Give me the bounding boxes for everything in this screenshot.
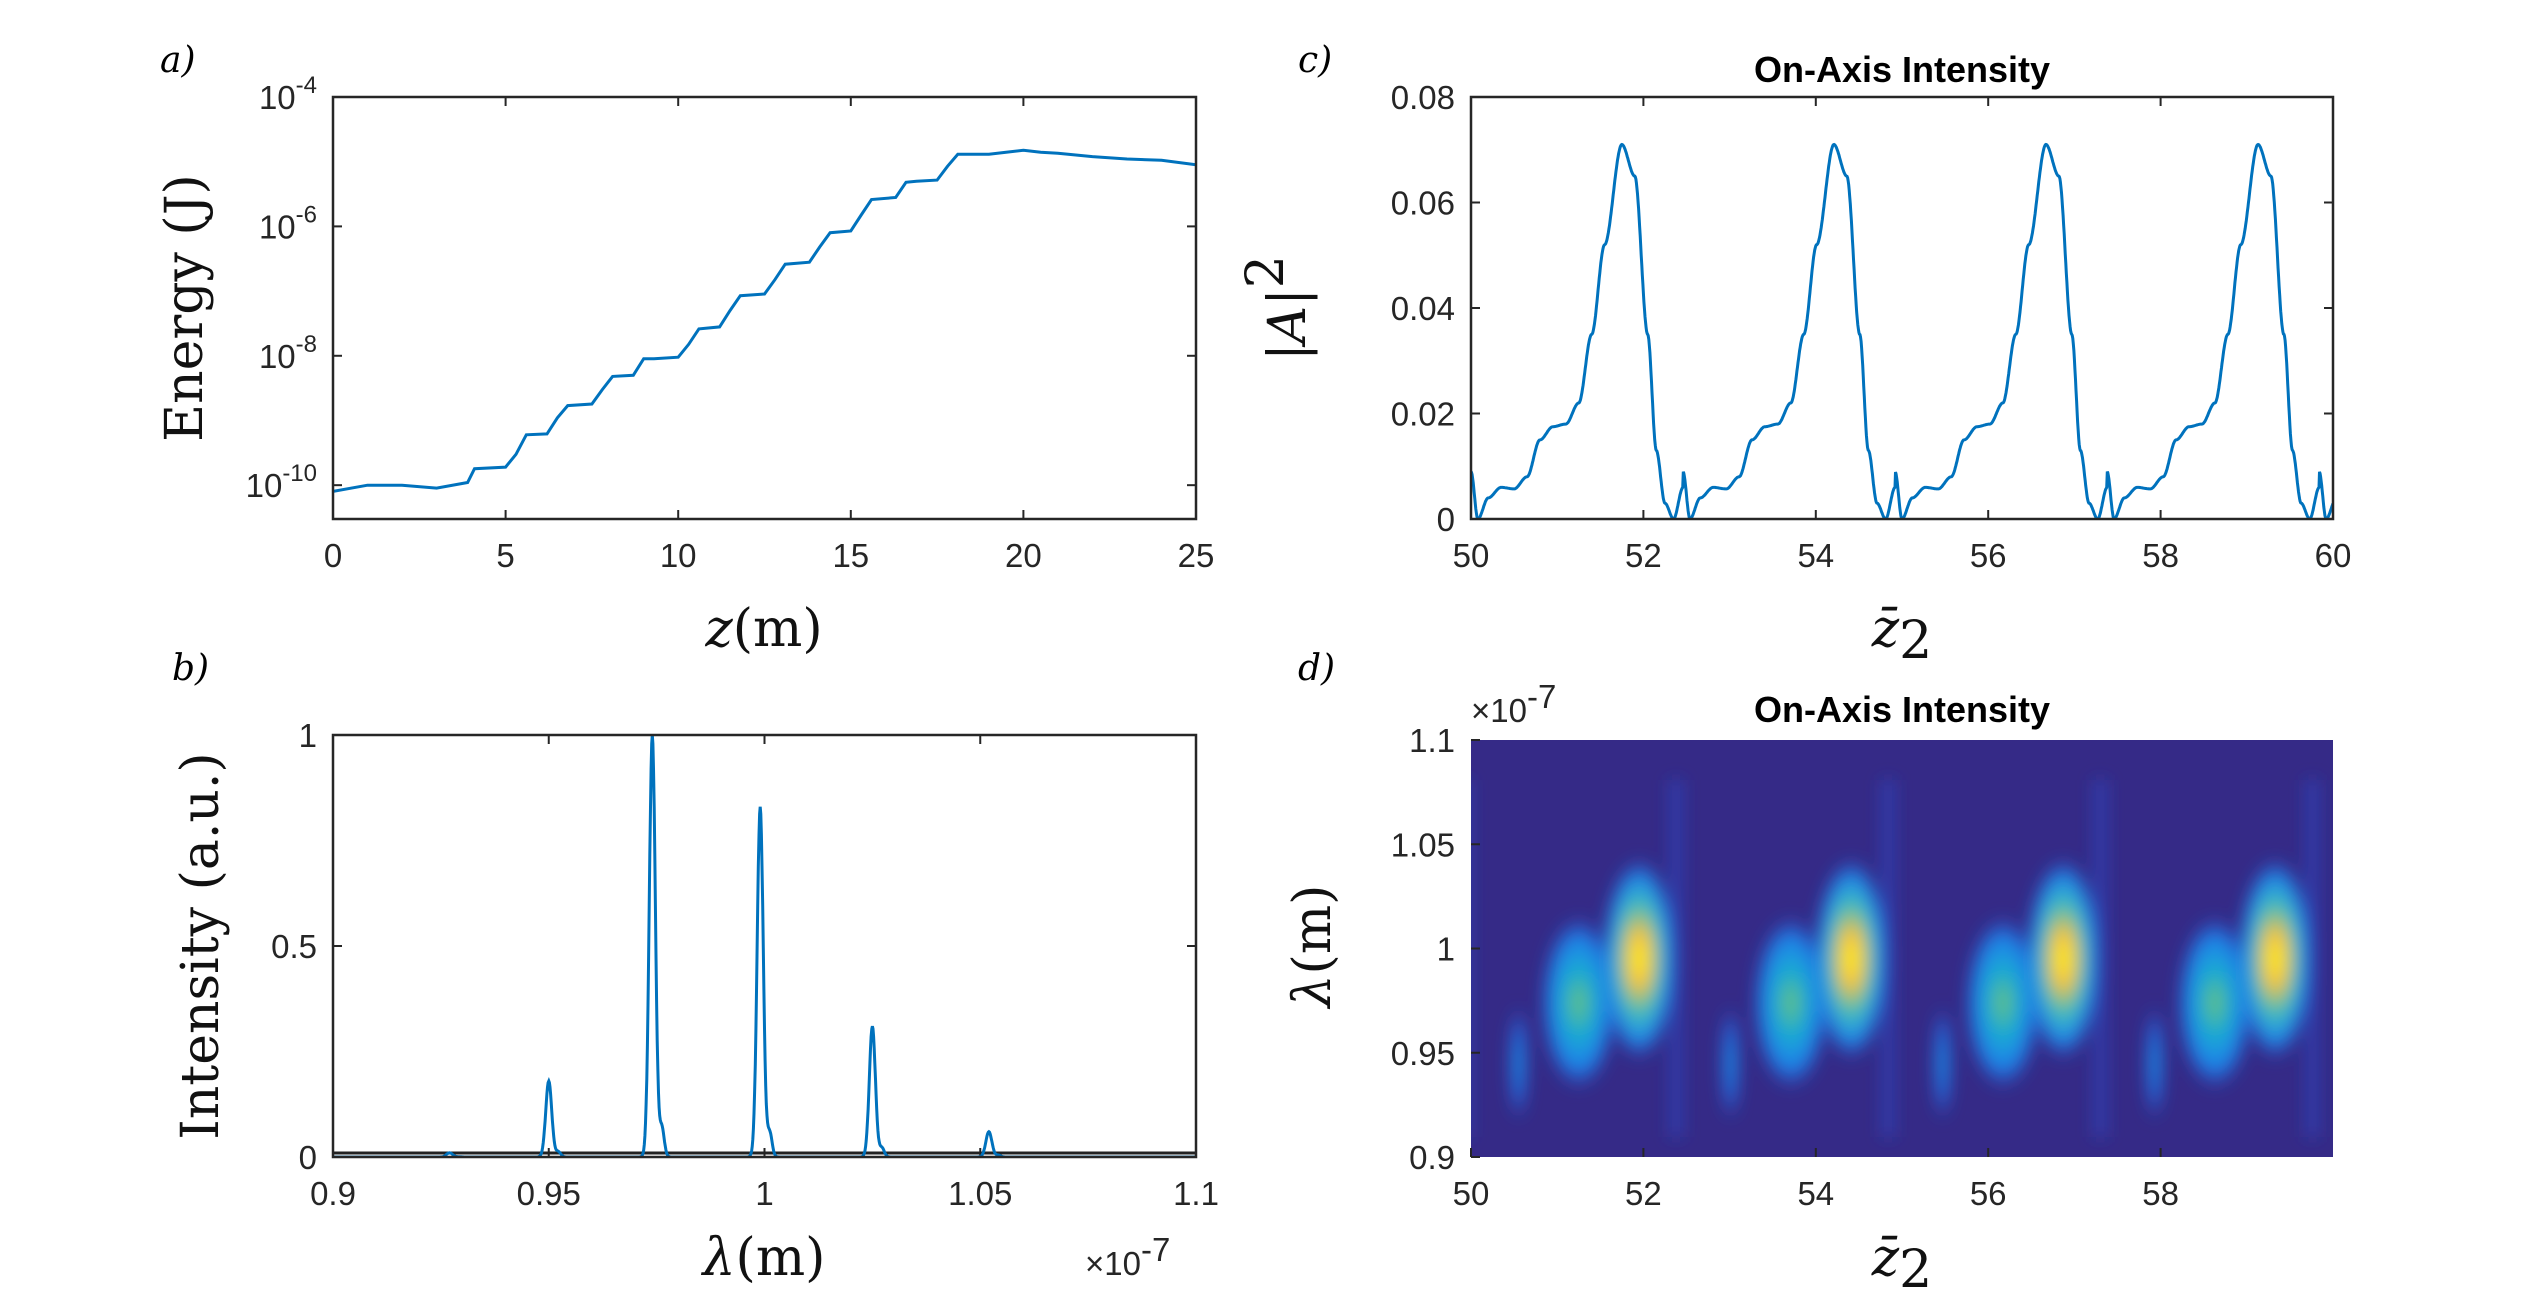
panel-d-label: d) [1298,648,1335,689]
heatmap-blob [1812,856,1890,1062]
c-ticks-xtick-label: 60 [2315,537,2352,574]
c-ticks-xtick-label: 50 [1453,537,1490,574]
d-ticks-xtick-label: 54 [1797,1175,1834,1212]
d-ticks-ytick-label: 1 [1437,931,1455,968]
panel-c-axes: 50 52 54 56 58 60 0 0.02 0.04 0.06 0.08 [1391,79,2352,574]
b-ticks-ytick-label: 0 [299,1139,317,1176]
panel-a-label: a) [160,40,196,81]
panel-d-ylabel: λ(m) [1283,885,1343,1010]
c-ticks-xtick-label: 54 [1797,537,1834,574]
b-ticks-xtick-label: 1.05 [948,1175,1012,1212]
panel-b-label: b) [172,648,209,689]
panel-a-energy-line [333,148,1196,493]
a-ticks-xtick-label: 20 [1005,537,1042,574]
heatmap-blob [2024,856,2102,1062]
a-ticks-xtick-label: 10 [660,537,697,574]
a-ticks-xtick-label: 25 [1178,537,1215,574]
panel-c-label: c) [1298,40,1332,81]
heatmap-streak [2094,780,2107,1137]
b-ticks-xtick-label: 0.9 [310,1175,356,1212]
a-ticks-ytick-label: 10-8 [259,331,317,375]
c-ticks-xtick-label: 52 [1625,537,1662,574]
heatmap-blob [1720,1004,1741,1122]
panel-a-axes: 0 5 10 15 20 25 10-10 10-8 10-6 10-4 [246,72,1215,574]
panel-c-intensity-line [1471,142,2333,519]
b-ticks-ytick-label: 0.5 [271,928,317,965]
panel-a-frame [331,95,1198,521]
heatmap-streak [1458,780,1470,1137]
heatmap-streak [1882,780,1895,1137]
heatmap-blob [1964,915,2042,1091]
d-ticks-xtick-label: 50 [1453,1175,1490,1212]
panel-a: a) 0 5 10 15 20 25 10-10 10-8 10-6 10-4 Energy (J… [155,40,1214,659]
d-ticks-xtick-label: 52 [1625,1175,1662,1212]
c-ticks-ytick-label: 0.02 [1391,396,1455,433]
heatmap-blob [2176,915,2254,1091]
panel-d-y-multiplier: ×10-7 [1471,678,1556,729]
panel-d-xlabel: z̄2 [1871,1228,1933,1300]
heatmap-blob [1508,1004,1529,1122]
heatmap-streak [2306,780,2319,1137]
panel-a-ylabel: Energy (J) [155,174,215,442]
c-ticks-xtick-label: 56 [1970,537,2007,574]
d-ticks-ytick-label: 1.05 [1391,826,1455,863]
panel-b-ylabel: Intensity (a.u.) [171,752,231,1139]
panel-c-title: On-Axis Intensity [1754,49,2050,90]
d-ticks-ytick-label: 1.1 [1409,722,1455,759]
panel-d-title: On-Axis Intensity [1754,689,2050,730]
heatmap-blob [1932,1004,1953,1122]
d-ticks-ytick-label: 0.95 [1391,1035,1455,1072]
a-ticks-ytick-label: 10-10 [246,460,317,504]
heatmap-blob [1600,856,1678,1062]
d-ticks-xtick-label: 56 [1970,1175,2007,1212]
panel-b-xlabel: λ(m) [701,1228,826,1288]
b-ticks-xtick-label: 1.1 [1173,1175,1219,1212]
heatmap-blob [1539,915,1618,1091]
panel-b-frame [331,733,1198,1159]
panel-b-axes: 0.9 0.95 1 1.05 1.1 0 0.5 1 [271,717,1219,1212]
b-ticks-ytick-label: 1 [299,717,317,754]
panel-c-xlabel: z̄2 [1871,599,1933,671]
c-ticks-ytick-label: 0.04 [1391,290,1455,327]
a-ticks-ytick-label: 10-6 [259,201,317,245]
panel-b-spectrum-line [333,735,1196,1157]
panel-c-frame [1469,95,2335,521]
heatmap-streak [1670,780,1683,1137]
c-ticks-ytick-label: 0.08 [1391,79,1455,116]
heatmap-blob [2144,1004,2165,1122]
c-ticks-xtick-label: 58 [2142,537,2179,574]
panel-a-xlabel: z(m) [704,599,822,659]
heatmap-blob [1752,915,1830,1091]
a-ticks-xtick-label: 5 [496,537,514,574]
d-ticks-xtick-label: 58 [2142,1175,2179,1212]
a-ticks-ytick-label: 10-4 [259,72,317,116]
panel-b-x-multiplier: ×10-7 [1085,1231,1170,1282]
panel-d-axes: 50 52 54 56 58 0.9 0.95 1 1.05 1.1 [1391,722,2179,1212]
panel-d: d) On-Axis Intensity ×10-7 50 52 54 56 58 0.9… [1283,648,2333,1300]
b-ticks-xtick-label: 1 [755,1175,773,1212]
a-ticks-xtick-label: 0 [324,537,342,574]
panel-b: b) 0.9 0.95 1 1.05 1.1 0 0.5 1 Intensity (a.u.)… [171,648,1219,1288]
c-ticks-ytick-label: 0.06 [1391,185,1455,222]
panel-c-ylabel: |A|2 [1236,255,1318,361]
heatmap-cells [1458,780,2319,1137]
a-ticks-xtick-label: 15 [832,537,869,574]
d-ticks-ytick-label: 0.9 [1409,1139,1455,1176]
b-ticks-xtick-label: 0.95 [517,1175,581,1212]
panel-c: c) On-Axis Intensity 50 52 54 56 58 60 0 0.02 0.… [1236,40,2351,671]
heatmap-blob [2236,856,2315,1062]
c-ticks-ytick-label: 0 [1437,501,1455,538]
